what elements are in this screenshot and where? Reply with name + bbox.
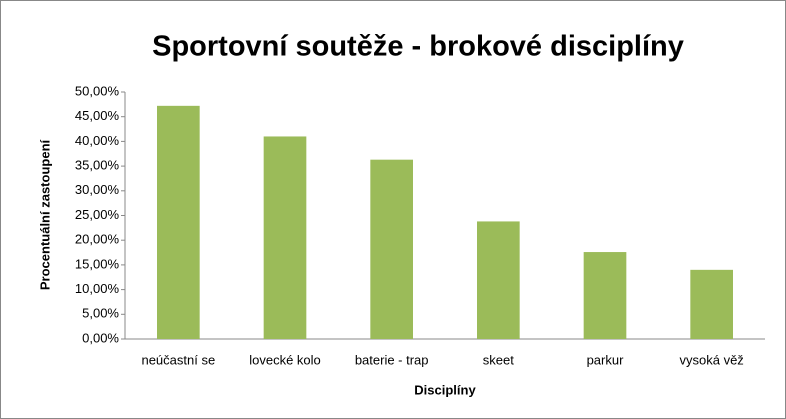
y-axis-title: Procentuální zastoupení xyxy=(37,139,52,290)
y-tick-label: 15,00% xyxy=(75,256,120,271)
y-tick-label: 35,00% xyxy=(75,158,120,173)
x-tick-label: neúčastní se xyxy=(141,352,215,367)
chart-title: Sportovní soutěže - brokové disciplíny xyxy=(152,31,684,63)
bar xyxy=(263,136,307,339)
x-tick-label: lovecké kolo xyxy=(249,352,321,367)
y-tick-label: 10,00% xyxy=(75,281,120,296)
y-tick-label: 0,00% xyxy=(82,330,119,345)
bar xyxy=(477,221,520,339)
y-tick-label: 40,00% xyxy=(75,133,120,148)
y-tick-label: 20,00% xyxy=(75,232,120,247)
x-tick-label: skeet xyxy=(483,352,514,367)
bar xyxy=(690,269,733,339)
y-tick-label: 45,00% xyxy=(75,108,120,123)
y-tick-label: 30,00% xyxy=(75,182,120,197)
x-tick-label: vysoká věž xyxy=(680,352,744,367)
x-axis-title: Disciplíny xyxy=(414,382,476,397)
bar xyxy=(583,252,627,339)
bar xyxy=(370,159,413,339)
y-tick-label: 50,00% xyxy=(75,83,120,98)
x-tick-label: parkur xyxy=(587,352,625,367)
bar xyxy=(157,105,200,339)
x-tick-label: baterie - trap xyxy=(355,352,429,367)
y-tick-label: 25,00% xyxy=(75,207,120,222)
y-tick-label: 5,00% xyxy=(82,306,119,321)
